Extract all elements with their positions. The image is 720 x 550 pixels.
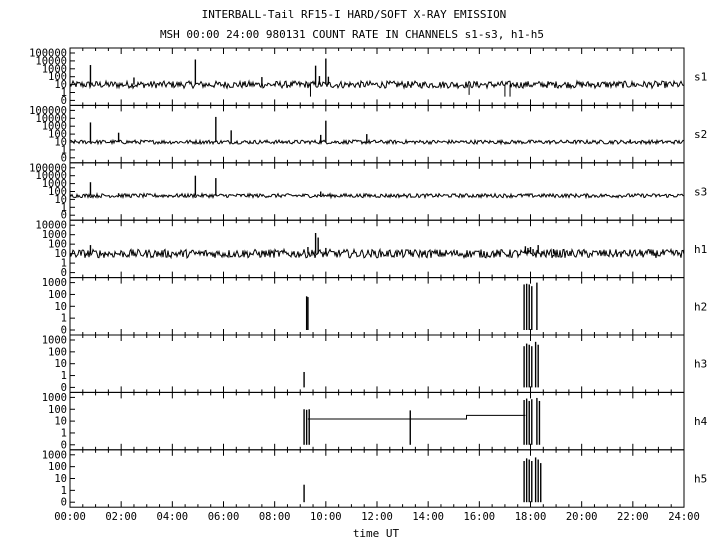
x-tick-label: 18:00 (515, 511, 547, 523)
channel-label-s2: s2 (694, 128, 707, 141)
trace-h1 (69, 247, 685, 260)
channel-label-h2: h2 (694, 300, 707, 313)
y-tick-label: 0 (61, 325, 67, 337)
y-tick-label: 100 (48, 289, 67, 301)
y-tick-label: 1000 (42, 229, 67, 241)
y-tick-label: 10000 (35, 170, 67, 182)
y-tick-label: 1 (61, 427, 67, 439)
y-tick-label: 0 (61, 267, 67, 279)
panel-frame (69, 219, 685, 279)
y-tick-label: 1000 (42, 121, 67, 133)
y-tick-label: 1000 (42, 277, 67, 289)
y-tick-label: 1 (61, 370, 67, 382)
y-tick-label: 0 (61, 497, 67, 509)
y-tick-label: 10 (54, 248, 67, 260)
channel-label-s1: s1 (694, 71, 707, 84)
trace-s3 (69, 192, 685, 200)
y-tick-label: 100000 (29, 105, 67, 117)
channel-label-h5: h5 (694, 473, 707, 486)
x-tick-label: 10:00 (310, 511, 342, 523)
y-tick-label: 100 (48, 186, 67, 198)
step-trace-h4 (307, 414, 526, 420)
chart-subtitle: MSH 00:00 24:00 980131 COUNT RATE IN CHA… (160, 28, 544, 41)
x-tick-label: 06:00 (208, 511, 240, 523)
x-tick-label: 02:00 (105, 511, 137, 523)
x-tick-label: 22:00 (617, 511, 649, 523)
y-tick-label: 0 (61, 152, 67, 164)
y-tick-label: 0 (61, 439, 67, 451)
y-tick-label: 100 (48, 129, 67, 141)
y-tick-label: 100000 (29, 162, 67, 174)
x-tick-label: 20:00 (566, 511, 598, 523)
y-tick-label: 1 (61, 202, 67, 214)
channel-label-h3: h3 (694, 358, 707, 371)
y-tick-label: 1000 (42, 392, 67, 404)
trace-s2 (70, 138, 685, 146)
y-tick-label: 10 (54, 416, 67, 428)
y-tick-label: 10000 (35, 55, 67, 67)
x-tick-label: 08:00 (259, 511, 291, 523)
x-tick-label: 12:00 (361, 511, 393, 523)
panel-frame (69, 334, 685, 393)
y-tick-label: 0 (61, 210, 67, 222)
y-tick-label: 100000 (29, 48, 67, 60)
y-tick-label: 100 (48, 71, 67, 83)
x-axis-label: time UT (353, 527, 400, 540)
y-tick-label: 0 (61, 382, 67, 394)
y-tick-label: 1 (61, 87, 67, 99)
y-tick-label: 10000 (35, 220, 67, 232)
panel-frame (69, 104, 685, 164)
y-tick-label: 100 (48, 239, 67, 251)
y-tick-label: 10 (54, 301, 67, 313)
y-tick-label: 10 (54, 79, 67, 91)
x-tick-label: 00:00 (54, 511, 86, 523)
panel-frame (69, 449, 685, 508)
panel-frame (69, 47, 685, 106)
y-tick-label: 10 (54, 358, 67, 370)
x-tick-label: 16:00 (464, 511, 496, 523)
channel-label-h1: h1 (694, 243, 707, 256)
y-tick-label: 1000 (42, 335, 67, 347)
y-tick-label: 100 (48, 404, 67, 416)
y-tick-label: 1 (61, 144, 67, 156)
y-tick-label: 10000 (35, 113, 67, 125)
channel-label-h4: h4 (694, 415, 708, 428)
y-tick-label: 1 (61, 258, 67, 270)
x-tick-label: 24:00 (668, 511, 700, 523)
chart-title: INTERBALL-Tail RF15-I HARD/SOFT X-RAY EM… (202, 8, 507, 21)
y-tick-label: 10 (54, 194, 67, 206)
y-tick-label: 10 (54, 473, 67, 485)
y-tick-label: 1000 (42, 178, 67, 190)
x-axis: 00:00 02:00 04:00 06:00 08:00 10:00 12:00 14:00… (54, 511, 700, 523)
channel-label-s3: s3 (694, 186, 707, 199)
y-tick-label: 1000 (42, 63, 67, 75)
trace-s1 (69, 79, 685, 90)
panel-frame (69, 162, 685, 221)
y-tick-label: 1000 (42, 449, 67, 461)
y-tick-label: 1 (61, 313, 67, 325)
y-tick-label: 100 (48, 346, 67, 358)
panels-group: 1000001000010001001010s11000001000010001… (29, 47, 708, 509)
y-tick-label: 100 (48, 461, 67, 473)
x-tick-label: 04:00 (157, 511, 189, 523)
y-tick-label: 1 (61, 485, 67, 497)
x-tick-label: 14:00 (412, 511, 444, 523)
panel-frame (69, 391, 685, 451)
y-tick-label: 0 (61, 95, 67, 107)
y-tick-label: 10 (54, 137, 67, 149)
panel-frame (69, 277, 685, 336)
